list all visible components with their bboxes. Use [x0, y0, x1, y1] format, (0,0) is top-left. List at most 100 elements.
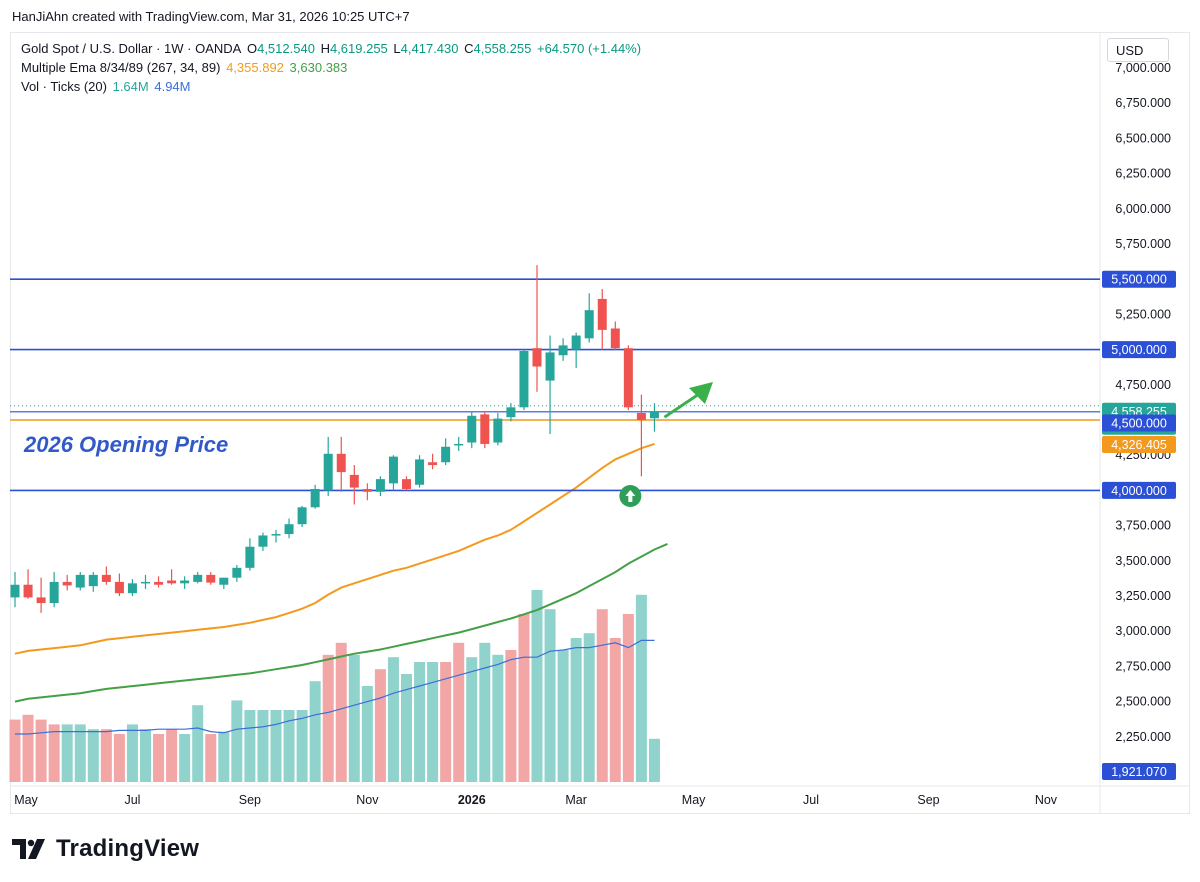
- candle-up[interactable]: [493, 418, 503, 443]
- legend-ema-label[interactable]: Multiple Ema 8/34/89 (267, 34, 89): [21, 60, 221, 75]
- time-axis-label: 2026: [458, 793, 486, 807]
- candle-up[interactable]: [271, 534, 281, 536]
- candle-up[interactable]: [75, 574, 85, 588]
- legend-ema[interactable]: Multiple Ema 8/34/89 (267, 34, 89) 4,355…: [21, 60, 349, 75]
- price-tag: [1102, 270, 1176, 288]
- candle-up[interactable]: [506, 407, 516, 418]
- candle-down[interactable]: [480, 414, 490, 444]
- candle-up[interactable]: [297, 507, 307, 525]
- legend-ema-slow: 3,630.383: [289, 60, 348, 75]
- time-axis-label: Sep: [917, 793, 939, 807]
- legend-close: 4,558.255: [473, 41, 532, 56]
- candle-down[interactable]: [101, 574, 111, 582]
- price-tag: [1102, 341, 1176, 359]
- ema-89-line: [14, 542, 668, 703]
- candle-down[interactable]: [36, 597, 46, 604]
- price-axis-label: 2,750.000: [1115, 659, 1171, 673]
- candle-up[interactable]: [232, 567, 242, 578]
- price-axis-label: 5,750.000: [1115, 237, 1171, 251]
- price-axis-label: 7,000.000: [1115, 61, 1171, 75]
- candle-up[interactable]: [127, 583, 137, 594]
- time-axis-label: Jul: [803, 793, 819, 807]
- candle-down[interactable]: [62, 581, 72, 586]
- volume-bar: [479, 642, 491, 782]
- volume-bar: [557, 650, 569, 782]
- candle-up[interactable]: [310, 488, 320, 508]
- candle-up[interactable]: [10, 584, 20, 598]
- candle-up[interactable]: [558, 345, 568, 356]
- candle-up[interactable]: [649, 411, 659, 419]
- tradingview-brand[interactable]: TradingView: [12, 834, 199, 864]
- price-tag: [1102, 414, 1176, 432]
- candle-down[interactable]: [154, 581, 164, 585]
- candle-down[interactable]: [636, 412, 646, 420]
- volume-bar: [648, 738, 660, 782]
- candle-up[interactable]: [258, 535, 268, 547]
- candle-up[interactable]: [467, 415, 477, 443]
- volume-bar: [257, 710, 269, 782]
- candle-down[interactable]: [336, 453, 346, 473]
- volume-bar: [361, 686, 373, 782]
- time-axis-label: May: [14, 793, 38, 807]
- candle-down[interactable]: [206, 574, 216, 583]
- volume-bar: [153, 734, 165, 782]
- candle-up[interactable]: [454, 443, 464, 446]
- legend-vol-2: 4.94M: [154, 79, 191, 94]
- price-tag-label: 4,000.000: [1111, 484, 1167, 498]
- volume-bar: [374, 669, 386, 782]
- candle-down[interactable]: [597, 298, 607, 330]
- candle-up[interactable]: [388, 456, 398, 484]
- candle-down[interactable]: [167, 580, 177, 584]
- candle-down[interactable]: [23, 584, 33, 598]
- legend-symbol[interactable]: Gold Spot / U.S. Dollar · 1W · OANDA: [21, 41, 242, 56]
- price-axis-label: 6,750.000: [1115, 96, 1171, 110]
- time-axis-label: Mar: [565, 793, 587, 807]
- up-marker-arrow: [625, 490, 636, 502]
- candle-down[interactable]: [623, 348, 633, 408]
- currency-selector[interactable]: USD: [1107, 38, 1169, 62]
- legend-volume[interactable]: Vol · Ticks (20) 1.64M 4.94M: [21, 79, 193, 94]
- candle-up[interactable]: [519, 351, 529, 408]
- price-axis-label: 3,250.000: [1115, 589, 1171, 603]
- volume-bar: [440, 662, 452, 782]
- candle-up[interactable]: [375, 479, 385, 492]
- volume-bar: [531, 590, 543, 782]
- price-axis-label: 6,000.000: [1115, 202, 1171, 216]
- candle-down[interactable]: [349, 474, 359, 488]
- candle-down[interactable]: [610, 328, 620, 349]
- candle-up[interactable]: [193, 574, 203, 582]
- candle-up[interactable]: [245, 546, 255, 568]
- legend-high: 4,619.255: [329, 41, 388, 56]
- candle-up[interactable]: [49, 581, 59, 604]
- candle-up[interactable]: [284, 524, 294, 535]
- legend-ohlc[interactable]: Gold Spot / U.S. Dollar · 1W · OANDA O4,…: [21, 41, 643, 56]
- candle-down[interactable]: [402, 479, 411, 489]
- volume-bar: [622, 614, 634, 782]
- volume-bar: [414, 662, 426, 782]
- legend-high-label: H: [320, 41, 330, 56]
- candle-up[interactable]: [219, 577, 229, 585]
- chart-credit: HanJiAhn created with TradingView.com, M…: [12, 9, 410, 24]
- candle-up[interactable]: [323, 453, 333, 491]
- candle-up[interactable]: [141, 581, 150, 584]
- candle-up[interactable]: [584, 310, 594, 339]
- candle-up[interactable]: [441, 446, 451, 463]
- candle-down[interactable]: [428, 462, 438, 466]
- volume-bar: [283, 710, 295, 782]
- price-axis-label: 5,250.000: [1115, 307, 1171, 321]
- price-tag-label: 5,500.000: [1111, 273, 1167, 287]
- candle-down[interactable]: [362, 488, 372, 492]
- candle-up[interactable]: [180, 580, 190, 584]
- trend-arrow-head-icon: [689, 381, 713, 404]
- candle-up[interactable]: [88, 574, 98, 587]
- candle-up[interactable]: [571, 335, 581, 350]
- price-tag: [1102, 481, 1176, 499]
- candle-up[interactable]: [415, 459, 425, 485]
- candle-down[interactable]: [114, 581, 124, 594]
- candle-down[interactable]: [532, 348, 542, 367]
- candle-up[interactable]: [545, 352, 555, 381]
- volume-bar: [335, 642, 347, 782]
- legend-vol-label[interactable]: Vol · Ticks (20): [21, 79, 107, 94]
- legend-close-label: C: [464, 41, 474, 56]
